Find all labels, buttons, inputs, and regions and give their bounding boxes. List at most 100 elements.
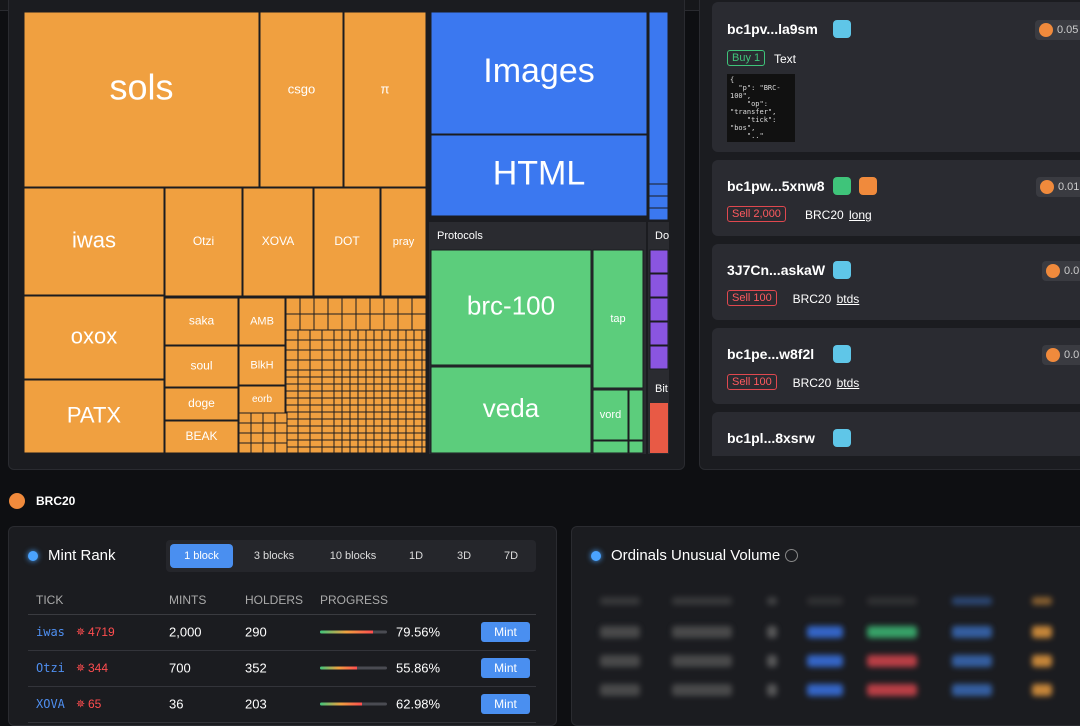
section-title: BRC20 (36, 494, 76, 508)
blurred-cell (807, 655, 843, 667)
treemap-cell (164, 187, 243, 297)
treemap-cell (649, 273, 669, 298)
info-icon (785, 549, 798, 562)
tick: Otzi (36, 661, 65, 675)
blurred-cell (672, 655, 732, 667)
mints: 700 (169, 660, 191, 676)
ticker-link: btds (836, 292, 860, 306)
price: 0.05 (1035, 20, 1080, 40)
treemap-cell (238, 297, 286, 346)
mint-button[interactable]: Mint (481, 622, 530, 642)
blurred-cell (952, 655, 992, 667)
activity-card: bc1pe...w8f2l 0.0 Sell 100 BRC20 btds (712, 328, 1080, 404)
treemap-cell (343, 11, 427, 188)
blurred-cell (1032, 597, 1052, 605)
mints: 2,000 (169, 624, 202, 640)
treemap-cell (628, 389, 644, 441)
cell-label: pray (393, 236, 415, 248)
treemap-cell (650, 403, 668, 453)
blurred-cell (600, 597, 640, 605)
cell-label: π (381, 81, 390, 96)
cell-label: XOVA (262, 234, 294, 248)
asset-type: Text (774, 52, 797, 66)
group-label: Bit (655, 383, 668, 395)
progress-fill (320, 702, 363, 706)
treemap-cell (648, 207, 669, 221)
ticker-link: btds (836, 376, 860, 390)
ticker-link: long (849, 208, 872, 222)
blurred-cell (600, 655, 640, 667)
tab[interactable]: 3 blocks (253, 550, 295, 562)
address: bc1pv...la9sm (727, 21, 818, 37)
blurred-cell (952, 597, 992, 605)
treemap-cell (649, 321, 669, 346)
treemap-cell (430, 249, 592, 366)
treemap-cell (164, 345, 239, 388)
cell-label: PATX (67, 402, 122, 427)
treemap-cell (628, 440, 644, 454)
blurred-cell (952, 626, 992, 638)
treemap-cell (164, 387, 239, 421)
holders: 290 (245, 624, 267, 640)
mint-button[interactable]: Mint (481, 658, 530, 678)
blurred-cell (767, 655, 777, 667)
price: 0.0 (1042, 261, 1080, 281)
treemap-cell (592, 440, 629, 454)
address: bc1pw...5xnw8 (727, 178, 825, 194)
coin-icon (1046, 348, 1060, 362)
address: 3J7Cn...askaW (727, 262, 826, 278)
tab[interactable]: 10 blocks (329, 550, 377, 562)
mints: 36 (169, 696, 184, 712)
hot-icon: ✵ (76, 698, 86, 711)
cell-label: AMB (250, 315, 274, 327)
mint-button[interactable]: Mint (481, 694, 530, 714)
hot-count: 344 (88, 661, 109, 675)
treemap-cell (430, 366, 592, 454)
treemap-cell (23, 295, 165, 380)
treemap-cell (164, 297, 239, 346)
status-dot (28, 551, 38, 561)
treemap-cell (313, 187, 381, 297)
blurred-cell (600, 684, 640, 696)
cell-label: soul (190, 359, 212, 373)
column-header: TICK (36, 593, 64, 607)
tab[interactable]: 1D (408, 550, 424, 562)
cell-label: Images (483, 52, 595, 90)
coin-icon (1040, 180, 1054, 194)
treemap-cell (259, 11, 344, 188)
treemap-cell (592, 249, 644, 389)
cell-label: doge (188, 396, 215, 410)
treemap-cell (649, 297, 669, 322)
tab[interactable]: 1 block (170, 544, 233, 568)
cell-label: tap (610, 313, 625, 325)
tick: iwas (36, 625, 65, 639)
group-label: Do (655, 230, 669, 242)
treemap-cell (380, 187, 427, 297)
activity-card: bc1pw...5xnw8 0.01 Sell 2,000 BRC20 long (712, 160, 1080, 236)
column-header: MINTS (169, 593, 207, 607)
badge-icon (832, 429, 851, 447)
blurred-cell (672, 597, 732, 605)
mint-rank-title: Mint Rank (48, 547, 116, 564)
holders: 352 (245, 660, 267, 676)
blurred-cell (807, 597, 843, 605)
trade-tag: Sell 100 (727, 290, 777, 306)
tab[interactable]: 7D (503, 550, 519, 562)
price-value: 0.05 (1057, 24, 1079, 36)
tab[interactable]: 3D (456, 550, 472, 562)
treemap-cell (649, 345, 669, 370)
cell-label: veda (483, 393, 540, 423)
asset-type: BRC20 (805, 208, 844, 222)
progress-fill (320, 630, 374, 634)
badge-icon (858, 177, 877, 195)
treemap-cell (430, 134, 648, 217)
volume-panel (571, 526, 1080, 726)
cell-label: HTML (493, 154, 586, 192)
cell-label: Otzi (193, 234, 214, 248)
treemap-cell (242, 187, 314, 297)
asset-type: BRC20 (792, 376, 832, 390)
hot-icon: ✵ (76, 662, 86, 675)
cell-label: DOT (334, 234, 360, 248)
blurred-cell (1032, 655, 1052, 667)
price-value: 0.01 (1058, 181, 1080, 193)
